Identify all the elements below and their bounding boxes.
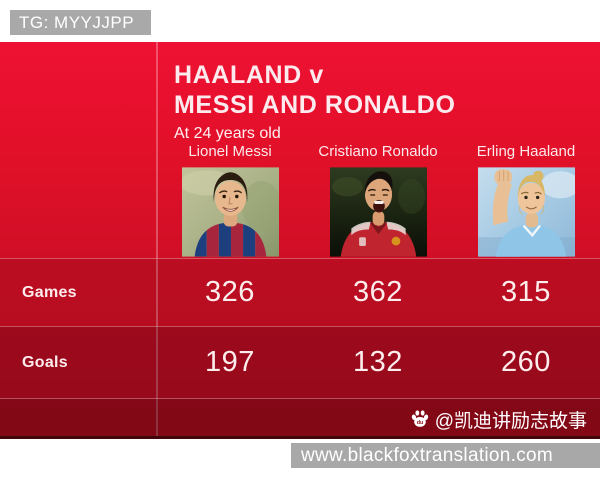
card-header: HAALAND v MESSI AND RONALDO At 24 years …	[174, 60, 456, 143]
page-title-line2: MESSI AND RONALDO	[174, 91, 456, 119]
stat-label-games: Games	[22, 283, 77, 301]
site-url-banner: www.blackfoxtranslation.com	[291, 443, 600, 468]
player-photo-haaland	[477, 167, 575, 257]
games-value-haaland: 315	[501, 276, 551, 308]
player-photos-row	[156, 166, 600, 258]
telegram-watermark-text: TG: MYYJJPP	[19, 13, 135, 32]
player-photo-messi	[181, 167, 279, 257]
stat-row-goals: Goals 197 132 260	[0, 326, 600, 398]
player-names-row: Lionel Messi Cristiano Ronaldo Erling Ha…	[156, 141, 600, 161]
stat-row-games: Games 326 362 315	[0, 258, 600, 326]
player-name-haaland: Erling Haaland	[476, 142, 576, 160]
page-subtitle: At 24 years old	[174, 125, 281, 142]
column-divider-line	[156, 42, 158, 436]
goals-value-messi: 197	[205, 346, 255, 378]
stats-card: HAALAND v MESSI AND RONALDO At 24 years …	[0, 42, 600, 439]
card-footer-strip: du @凯迪讲励志故事	[0, 398, 600, 439]
player-name-messi: Lionel Messi	[188, 142, 272, 160]
games-value-ronaldo: 362	[353, 276, 403, 308]
stat-label-goals: Goals	[22, 353, 68, 371]
page-title-line1: HAALAND v	[174, 61, 324, 89]
site-url-text: www.blackfoxtranslation.com	[301, 445, 554, 466]
games-value-messi: 326	[205, 276, 255, 308]
goals-value-ronaldo: 132	[353, 346, 403, 378]
baidu-paw-icon: du	[411, 410, 428, 427]
telegram-watermark-banner: TG: MYYJJPP	[10, 10, 151, 35]
player-photo-ronaldo	[329, 167, 427, 257]
author-watermark-text: @凯迪讲励志故事	[434, 410, 587, 432]
svg-text:du: du	[416, 420, 423, 426]
author-watermark: du @凯迪讲励志故事	[410, 399, 587, 439]
player-name-ronaldo: Cristiano Ronaldo	[318, 142, 438, 160]
goals-value-haaland: 260	[501, 346, 551, 378]
